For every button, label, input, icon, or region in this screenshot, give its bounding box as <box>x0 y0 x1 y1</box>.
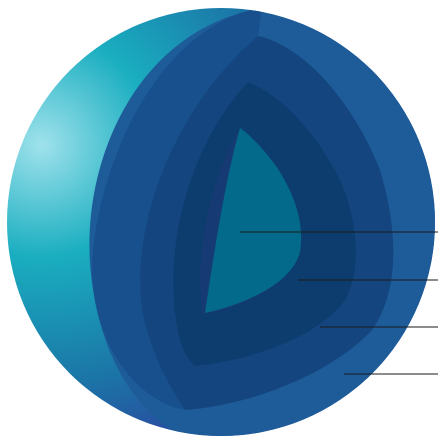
layer-inner-core <box>205 128 302 313</box>
